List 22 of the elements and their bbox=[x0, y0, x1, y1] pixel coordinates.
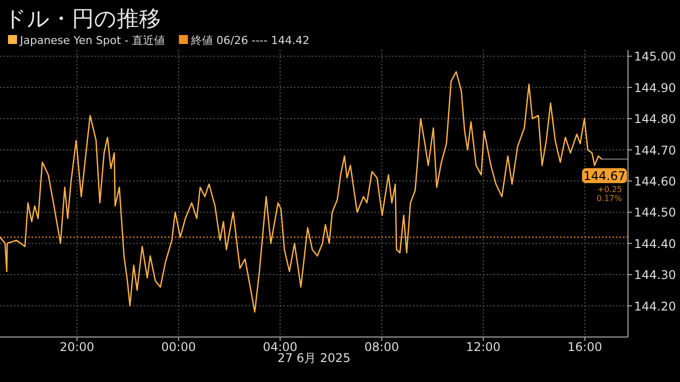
legend-label: 終値 06/26 ---- 144.42 bbox=[190, 34, 310, 47]
x-axis-title: 27 6月 2025 bbox=[277, 351, 351, 365]
y-tick-label: 144.50 bbox=[634, 206, 676, 220]
legend-label: Japanese Yen Spot - 直近値 bbox=[19, 34, 165, 47]
annotation: 144.67 bbox=[584, 169, 626, 184]
y-tick-label: 144.30 bbox=[634, 268, 676, 282]
x-tick-label: 12:00 bbox=[466, 340, 501, 354]
y-tick-label: 144.80 bbox=[634, 112, 676, 126]
annotation: +0.25 bbox=[597, 185, 622, 194]
y-tick-label: 144.60 bbox=[634, 174, 676, 189]
y-tick-label: 144.70 bbox=[634, 143, 676, 158]
x-tick-label: 20:00 bbox=[60, 340, 94, 354]
y-tick-label: 144.20 bbox=[634, 299, 676, 314]
y-tick-label: 144.40 bbox=[634, 236, 676, 251]
y-tick-label: 145.00 bbox=[634, 50, 676, 64]
x-tick-label: 08:00 bbox=[364, 340, 400, 354]
y-tick-label: 144.90 bbox=[634, 80, 676, 95]
annotation: 0.17% bbox=[596, 194, 622, 204]
x-tick-label: 16:00 bbox=[568, 340, 602, 354]
chart-title: ドル・円の推移 bbox=[4, 7, 161, 32]
x-tick-label: 00:00 bbox=[161, 340, 196, 354]
x-tick-label: 04:00 bbox=[262, 340, 298, 354]
